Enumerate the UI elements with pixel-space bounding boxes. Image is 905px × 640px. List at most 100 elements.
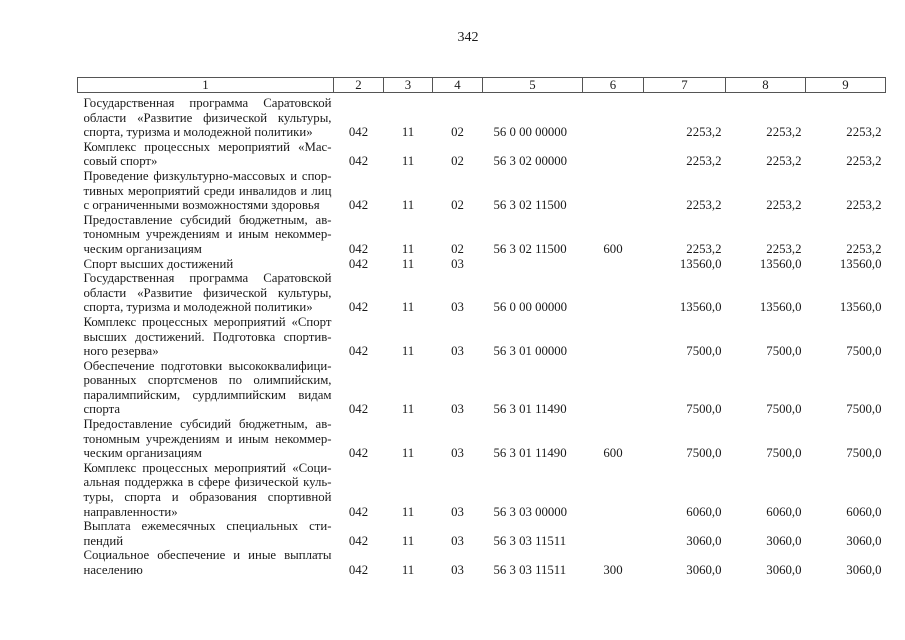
row-name-line: населению (83, 563, 143, 577)
row-name-line: рованных спортсменов по олимпийским, (83, 373, 332, 388)
cell-ministry-code: 042 (348, 241, 369, 256)
cell-amount-year2: 2253,2 (766, 241, 802, 256)
cell-subsection: 02 (451, 125, 464, 140)
row-name-line: Спорт высших достижений (83, 256, 234, 271)
cell-amount-year2: 13560,0 (759, 256, 802, 271)
cell-section: 11 (401, 125, 415, 140)
cell-amount-year3: 6060,0 (846, 504, 882, 519)
column-header-5: 5 (482, 77, 583, 93)
row-name-line: области «Развитие физической культуры, (83, 285, 332, 300)
column-header-3: 3 (383, 77, 433, 93)
cell-target-article: 56 0 00 00000 (493, 125, 568, 140)
cell-amount-year1: 13560,0 (679, 300, 722, 315)
cell-amount-year1: 2253,2 (686, 241, 722, 256)
cell-ministry-code: 042 (348, 198, 369, 213)
cell-amount-year3: 2253,2 (846, 198, 882, 213)
table-row: Комплекс процессных мероприятий «Спорт вы… (78, 315, 886, 359)
cell-target-article: 56 3 02 00000 (493, 154, 568, 169)
row-name-line: Предоставление субсидий бюджетным, ав- (83, 417, 332, 432)
cell-section: 11 (401, 154, 415, 169)
cell-expense-type (583, 93, 644, 140)
cell-expense-type (583, 519, 644, 548)
cell-amount-year1: 6060,0 (686, 504, 722, 519)
cell-amount-year1: 3060,0 (686, 563, 722, 577)
table-row: Государственная программа Саратовской обл… (78, 93, 886, 140)
cell-ministry-code: 042 (348, 402, 369, 417)
cell-expense-type: 600 (603, 241, 623, 256)
cell-amount-year3: 7500,0 (846, 402, 882, 417)
row-name-line: ческим организациям (83, 241, 202, 256)
cell-expense-type: 300 (603, 563, 623, 577)
row-name: Предоставление субсидий бюджетным, ав-то… (78, 417, 334, 461)
row-name: Обеспечение подготовки высококвалифици-р… (78, 359, 334, 417)
cell-ministry-code: 042 (348, 125, 369, 140)
cell-amount-year3: 3060,0 (846, 563, 882, 577)
row-name-line: тивных мероприятий среди инвалидов и лиц (83, 183, 332, 198)
cell-amount-year3: 13560,0 (839, 300, 882, 315)
table-row: Комплекс процессных мероприятий «Мас-сов… (78, 140, 886, 169)
row-name: Государственная программа Саратовской обл… (78, 93, 334, 140)
column-header-6: 6 (582, 77, 644, 93)
cell-subsection: 02 (451, 241, 464, 256)
cell-amount-year3: 3060,0 (846, 533, 882, 548)
cell-amount-year2: 7500,0 (766, 446, 802, 461)
row-name-line: высших достижений. Подготовка спортив- (83, 329, 332, 344)
table-row: Обеспечение подготовки высококвалифици-р… (78, 359, 886, 417)
cell-amount-year2: 13560,0 (759, 300, 802, 315)
cell-expense-type (583, 271, 644, 315)
row-name: Социальное обеспечение и иные выплаты нас… (78, 548, 334, 577)
cell-ministry-code: 042 (348, 533, 369, 548)
row-name-line: Социальное обеспечение и иные выплаты (83, 548, 332, 563)
cell-amount-year2: 2253,2 (766, 198, 802, 213)
cell-amount-year1: 2253,2 (686, 154, 722, 169)
cell-section: 11 (401, 402, 415, 417)
table-row: Государственная программа Саратовской обл… (78, 271, 886, 315)
cell-subsection: 03 (451, 563, 464, 577)
row-name-line: альная поддержка в сфере физической куль… (83, 475, 332, 490)
row-name: Комплекс процессных мероприятий «Мас-сов… (78, 140, 334, 169)
row-name: Государственная программа Саратовской обл… (78, 271, 334, 315)
cell-subsection: 02 (451, 154, 464, 169)
cell-subsection: 03 (451, 256, 464, 271)
table-row: Социальное обеспечение и иные выплаты нас… (78, 548, 886, 577)
row-name-line: Обеспечение подготовки высококвалифици- (83, 358, 332, 373)
cell-target-article (483, 257, 583, 272)
cell-ministry-code: 042 (348, 344, 369, 359)
table-row: Спорт высших достижений 042 11 03 13560,0 135… (78, 257, 886, 272)
row-name-line: тономным учреждениям и иным некоммер- (83, 227, 332, 242)
cell-target-article: 56 3 01 11490 (493, 446, 567, 461)
cell-amount-year3: 2253,2 (846, 125, 882, 140)
cell-amount-year3: 7500,0 (846, 344, 882, 359)
cell-section: 11 (401, 533, 415, 548)
cell-target-article: 56 0 00 00000 (493, 300, 568, 315)
row-name: Комплекс процессных мероприятий «Спорт вы… (78, 315, 334, 359)
cell-subsection: 02 (451, 198, 464, 213)
cell-target-article: 56 3 02 11500 (493, 198, 567, 213)
cell-amount-year1: 2253,2 (686, 125, 722, 140)
row-name-line: Проведение физкультурно-массовых и спор- (83, 168, 332, 183)
cell-ministry-code: 042 (348, 256, 369, 271)
cell-amount-year2: 7500,0 (766, 402, 802, 417)
column-header-4: 4 (432, 77, 483, 93)
row-name-line: Предоставление субсидий бюджетным, ав- (83, 212, 332, 227)
cell-amount-year2: 7500,0 (766, 344, 802, 359)
cell-section: 11 (401, 446, 415, 461)
cell-amount-year2: 2253,2 (766, 125, 802, 140)
cell-expense-type (583, 257, 644, 272)
row-name-line: Комплекс процессных мероприятий «Соци- (83, 460, 332, 475)
cell-amount-year1: 3060,0 (686, 533, 722, 548)
cell-ministry-code: 042 (348, 504, 369, 519)
cell-section: 11 (401, 198, 415, 213)
table-row: Выплата ежемесячных специальных сти-пенд… (78, 519, 886, 548)
row-name-line: спорта (83, 402, 121, 417)
row-name-line: с ограниченными возможностями здоровья (83, 198, 320, 213)
column-header-7: 7 (643, 77, 726, 93)
cell-section: 11 (401, 256, 415, 271)
row-name-line: Выплата ежемесячных специальных сти- (83, 519, 332, 534)
cell-amount-year1: 7500,0 (686, 344, 722, 359)
cell-amount-year2: 3060,0 (766, 533, 802, 548)
cell-expense-type: 600 (603, 446, 623, 461)
table-row: Предоставление субсидий бюджетным, ав-то… (78, 417, 886, 461)
row-name-line: пендий (83, 533, 124, 548)
